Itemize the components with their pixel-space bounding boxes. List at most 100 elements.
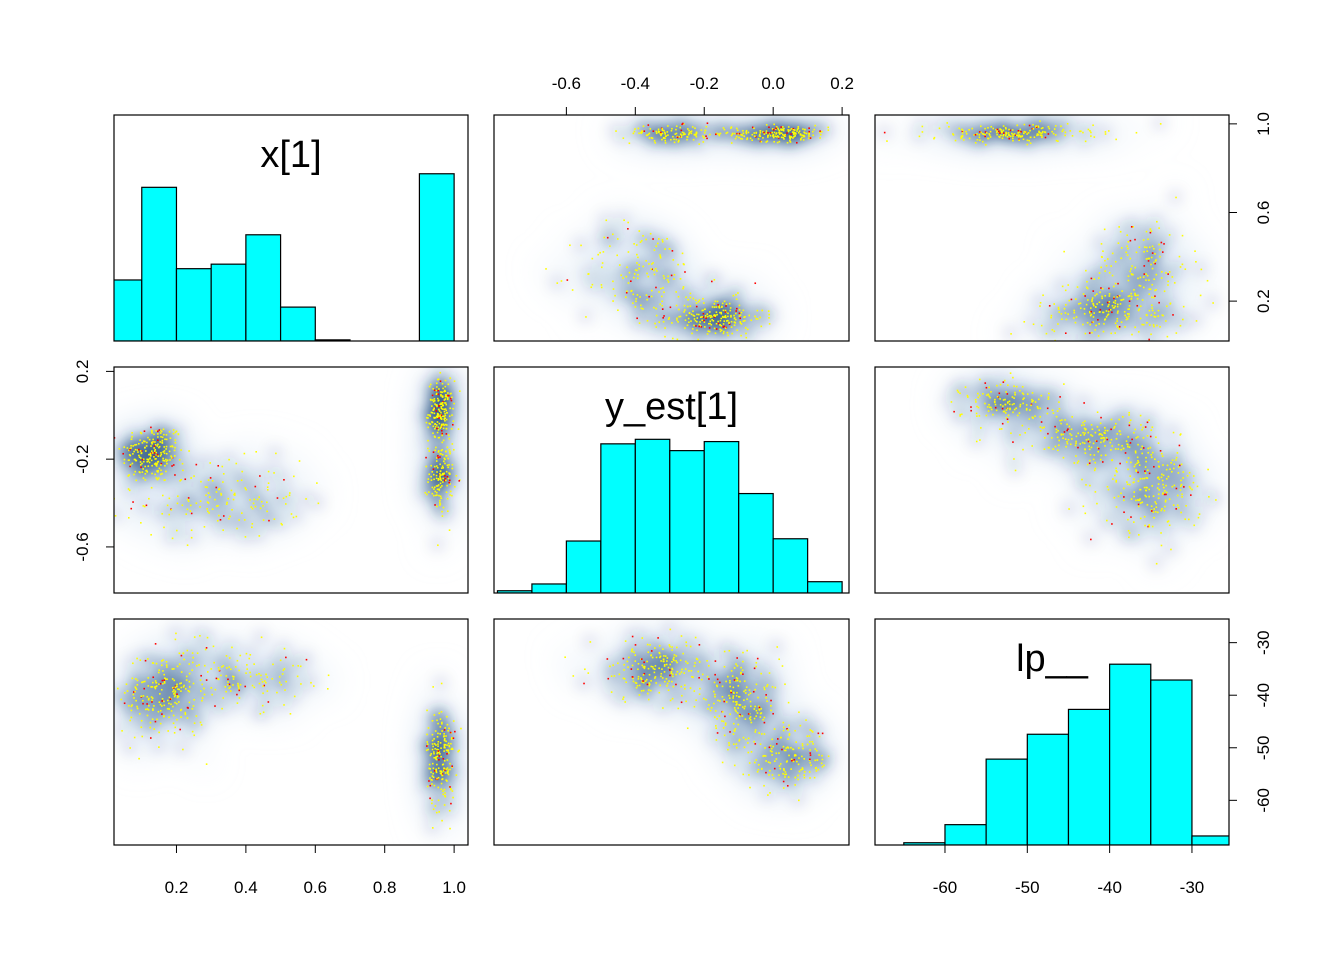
draw-point	[139, 659, 142, 662]
divergent-point	[1048, 305, 1051, 307]
draw-point	[671, 649, 673, 651]
draw-point	[157, 710, 160, 713]
draw-point	[978, 394, 981, 397]
draw-point	[182, 686, 185, 688]
draw-point	[251, 523, 254, 525]
draw-point	[173, 449, 176, 452]
draw-point	[1089, 311, 1091, 314]
draw-point	[661, 127, 664, 130]
draw-point	[1096, 303, 1098, 305]
draw-point	[425, 421, 428, 424]
draw-point	[262, 692, 264, 695]
draw-point	[193, 722, 196, 724]
draw-point	[591, 257, 594, 260]
draw-point	[445, 450, 447, 453]
draw-point	[686, 727, 689, 730]
draw-point	[443, 408, 445, 411]
draw-point	[156, 470, 158, 472]
draw-point	[174, 446, 176, 449]
draw-point	[1126, 317, 1129, 320]
draw-point	[1064, 134, 1066, 137]
divergent-point	[786, 132, 788, 134]
divergent-point	[150, 426, 152, 429]
draw-point	[730, 134, 733, 137]
draw-point	[251, 526, 253, 529]
draw-point	[147, 460, 150, 462]
draw-point	[433, 751, 435, 753]
draw-point	[153, 686, 156, 688]
draw-point	[781, 665, 784, 667]
divergent-point	[751, 126, 754, 129]
draw-point	[640, 304, 642, 307]
draw-point	[133, 473, 135, 476]
draw-point	[808, 132, 810, 135]
draw-point	[694, 127, 696, 130]
draw-point	[431, 783, 433, 785]
draw-point	[1005, 133, 1007, 135]
draw-point	[778, 765, 781, 767]
draw-point	[787, 701, 790, 704]
divergent-point	[695, 325, 697, 327]
draw-point	[292, 516, 295, 519]
draw-point	[721, 305, 723, 308]
draw-point	[827, 755, 830, 758]
draw-point	[147, 658, 149, 660]
draw-point	[164, 677, 166, 680]
draw-point	[1151, 426, 1154, 429]
draw-point	[665, 663, 668, 666]
draw-point	[1163, 509, 1166, 512]
draw-point	[180, 478, 182, 481]
draw-point	[447, 770, 449, 773]
axis-right-x: 0.20.61.0	[1228, 112, 1273, 341]
draw-point	[1138, 534, 1140, 536]
draw-point	[1102, 250, 1104, 253]
divergent-point	[754, 282, 757, 285]
draw-point	[1082, 431, 1084, 434]
draw-point	[671, 697, 674, 700]
draw-point	[659, 254, 661, 256]
draw-point	[451, 463, 454, 466]
draw-point	[449, 483, 451, 485]
draw-point	[1112, 307, 1115, 309]
draw-point	[441, 395, 444, 397]
divergent-point	[438, 405, 440, 407]
draw-point	[721, 720, 723, 722]
draw-point	[447, 392, 449, 394]
draw-point	[1061, 318, 1063, 321]
draw-point	[714, 695, 716, 698]
draw-point	[787, 130, 790, 133]
draw-point	[1142, 239, 1145, 241]
draw-point	[150, 459, 153, 462]
draw-point	[1145, 456, 1147, 459]
draw-point	[1130, 498, 1133, 500]
draw-point	[690, 313, 693, 316]
divergent-point	[122, 452, 125, 455]
divergent-point	[1142, 447, 1145, 449]
draw-point	[556, 282, 559, 284]
divergent-point	[1008, 137, 1011, 140]
divergent-point	[754, 743, 757, 745]
draw-point	[439, 499, 441, 502]
draw-point	[1070, 428, 1073, 431]
draw-point	[670, 672, 673, 674]
divergent-point	[705, 135, 707, 137]
draw-point	[442, 401, 444, 404]
panel-y-vs-lp-frame	[493, 618, 850, 846]
draw-point	[1103, 439, 1106, 441]
draw-point	[572, 675, 575, 677]
draw-point	[995, 409, 998, 412]
draw-point	[1008, 134, 1010, 136]
draw-point	[673, 141, 676, 144]
draw-point	[139, 463, 142, 466]
draw-point	[193, 734, 196, 737]
draw-point	[753, 740, 755, 743]
draw-point	[743, 690, 745, 693]
draw-point	[1089, 130, 1091, 132]
draw-point	[759, 135, 762, 138]
draw-point	[244, 487, 247, 489]
draw-point	[1087, 299, 1089, 301]
draw-point	[1162, 474, 1165, 477]
draw-point	[440, 403, 442, 406]
draw-point	[679, 673, 681, 675]
draw-point	[214, 498, 216, 501]
